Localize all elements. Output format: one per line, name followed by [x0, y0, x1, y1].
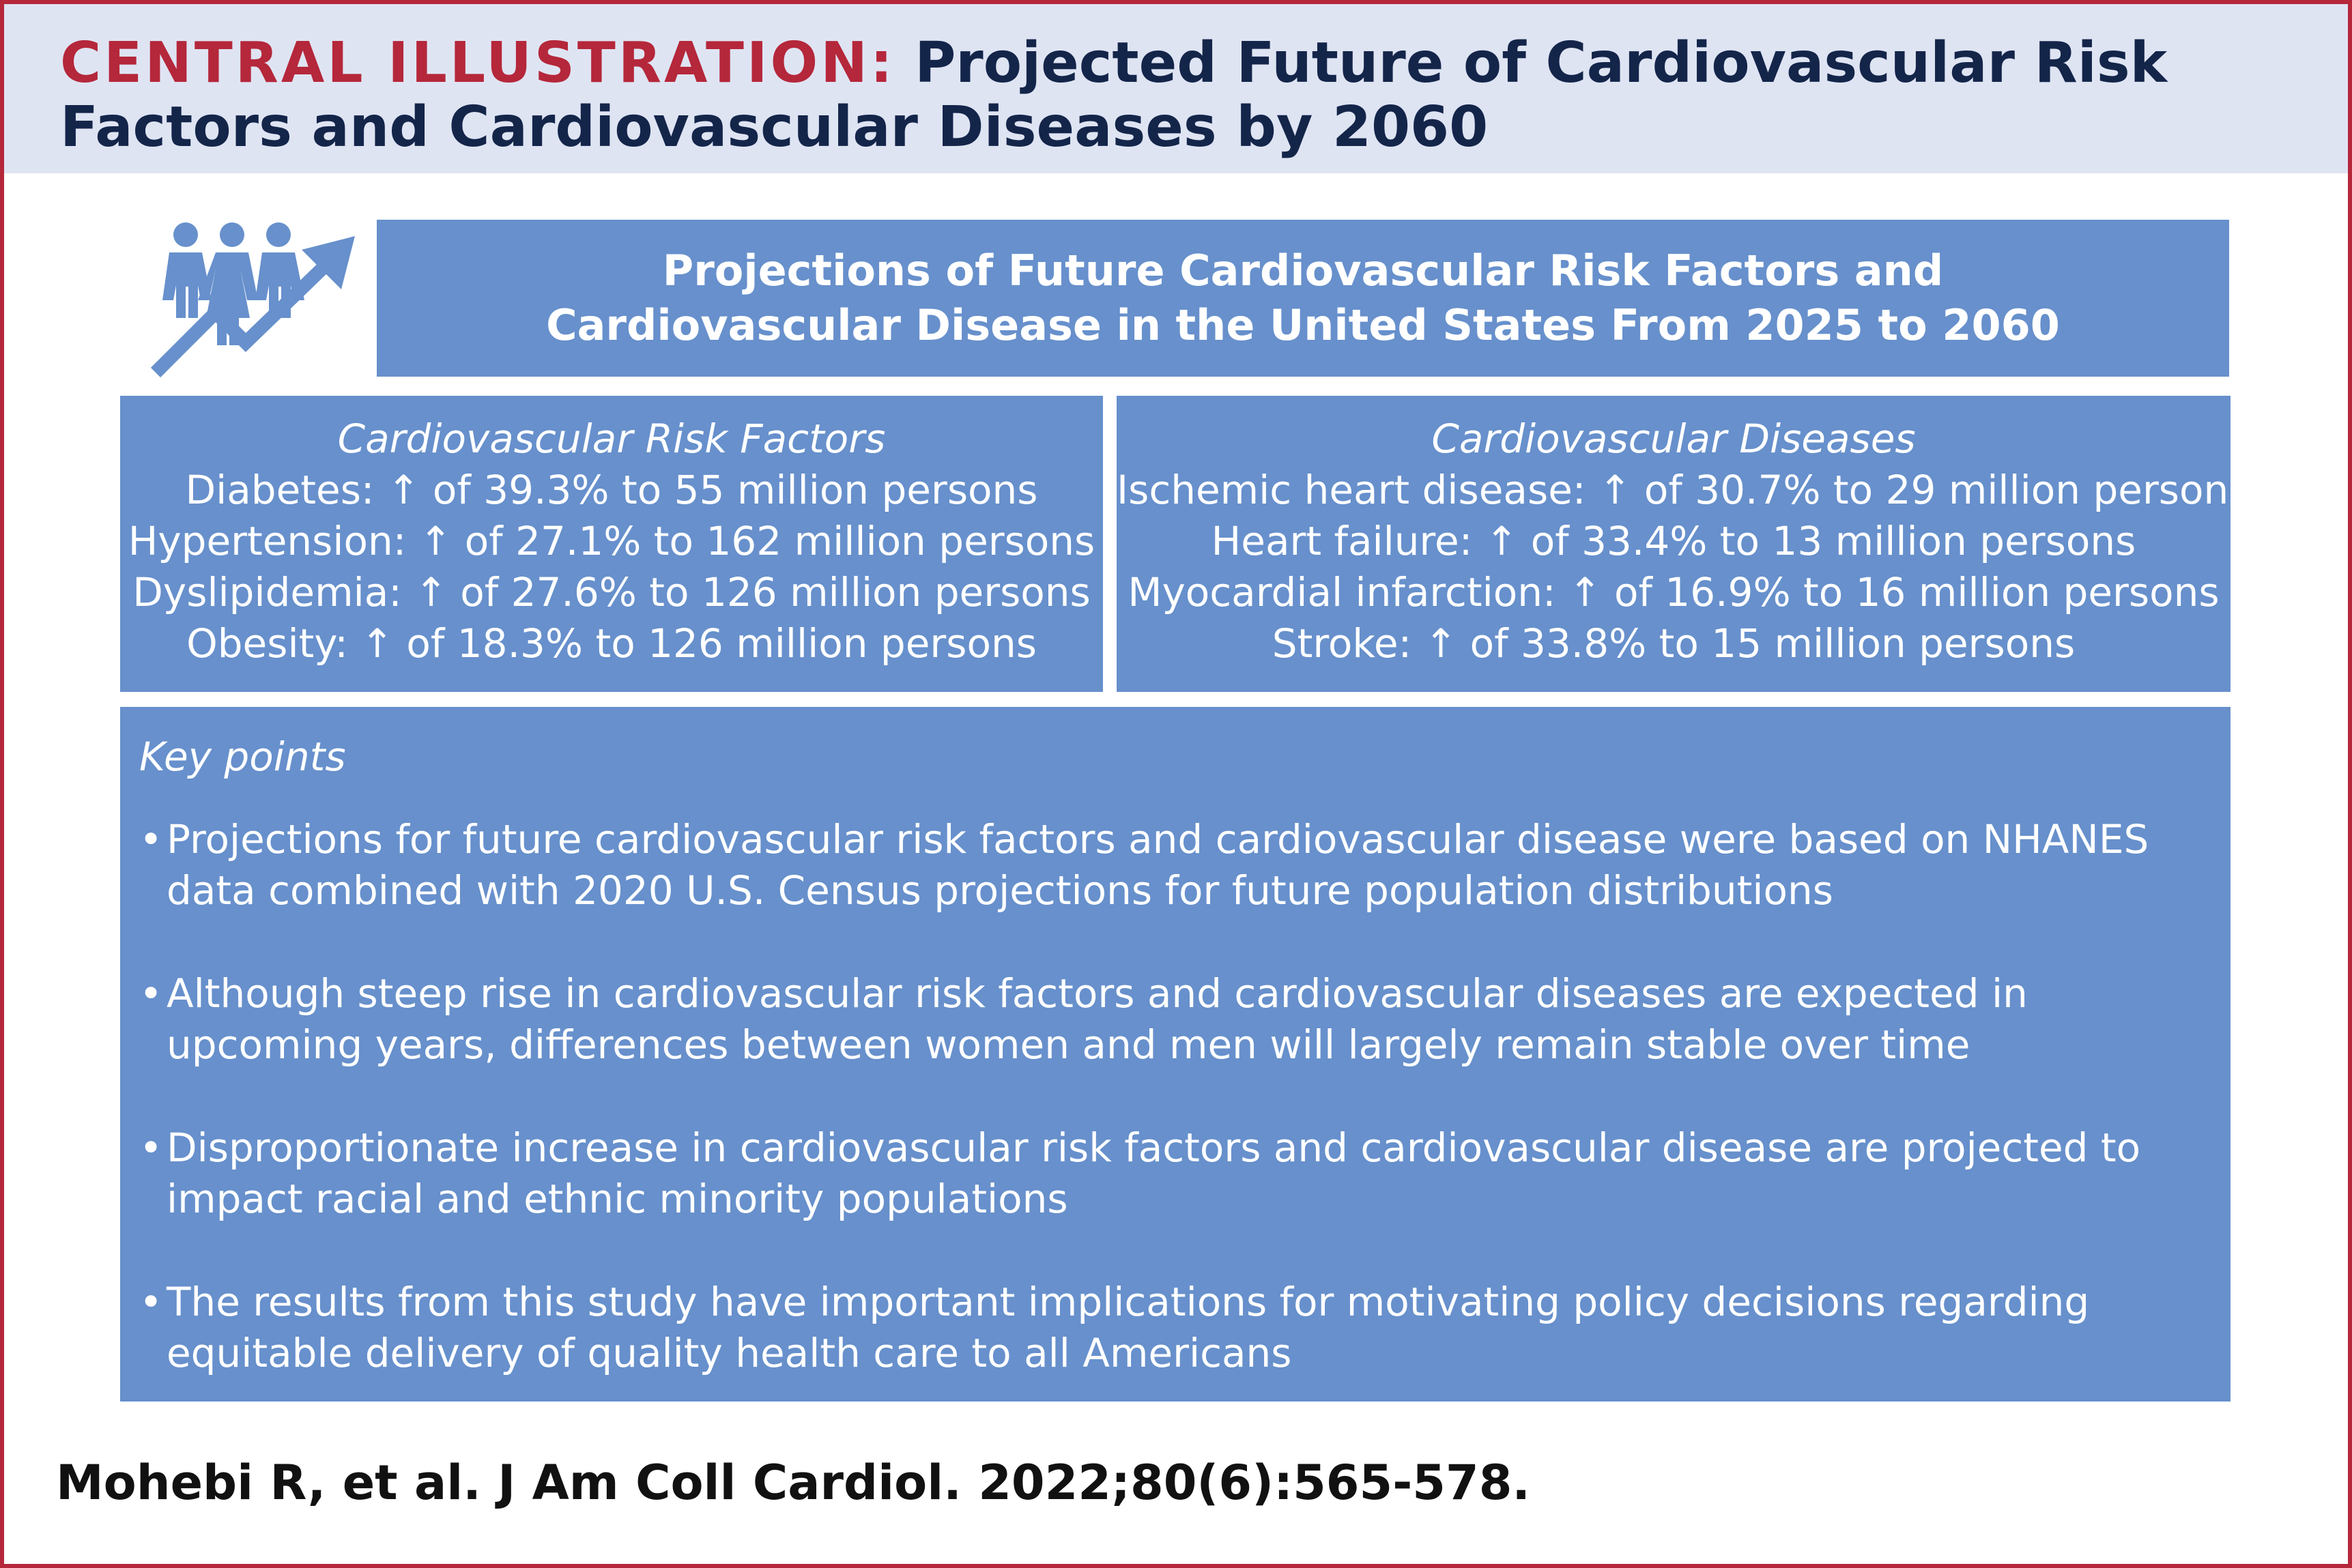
key-point: • Although steep rise in cardiovascular … — [139, 968, 2210, 1071]
key-point: • Disproportionate increase in cardiovas… — [139, 1122, 2210, 1225]
key-point-text: Disproportionate increase in cardiovascu… — [167, 1124, 2141, 1222]
bullet-marker: • — [139, 970, 163, 1017]
risk-factor-obesity: Obesity: ↑ of 18.3% to 126 million perso… — [186, 620, 1037, 667]
figure-label: CENTRAL ILLUSTRATION: — [60, 31, 895, 96]
risk-factor-diabetes: Diabetes: ↑ of 39.3% to 55 million perso… — [185, 467, 1038, 513]
disease-myocardial-infarction: Myocardial infarction: ↑ of 16.9% to 16 … — [1128, 569, 2220, 615]
bullet-marker: • — [139, 1124, 163, 1171]
key-points-heading: Key points — [139, 734, 346, 780]
key-point: • Projections for future cardiovascular … — [139, 814, 2210, 916]
projections-title-panel: Projections of Future Cardiovascular Ris… — [377, 220, 2229, 377]
risk-factors-heading: Cardiovascular Risk Factors — [337, 416, 886, 462]
key-point-text: The results from this study have importa… — [167, 1279, 2090, 1376]
figure-title: CENTRAL ILLUSTRATION: Projected Future o… — [60, 31, 2312, 160]
disease-ischemic-heart: Ischemic heart disease: ↑ of 30.7% to 29… — [1117, 467, 2250, 513]
projections-title-line-1: Projections of Future Cardiovascular Ris… — [662, 246, 1944, 295]
disease-heart-failure: Heart failure: ↑ of 33.4% to 13 million … — [1211, 518, 2136, 564]
growth-arrow-line — [150, 257, 334, 378]
people-growth-icon — [150, 222, 355, 378]
risk-factor-hypertension: Hypertension: ↑ of 27.1% to 162 million … — [128, 518, 1095, 564]
projections-title-line-2: Cardiovascular Disease in the United Sta… — [546, 300, 2060, 350]
disease-stroke: Stroke: ↑ of 33.8% to 15 million persons — [1272, 620, 2076, 667]
diseases-heading: Cardiovascular Diseases — [1431, 416, 1916, 462]
citation: Mohebi R, et al. J Am Coll Cardiol. 2022… — [56, 1455, 1530, 1511]
risk-factor-dyslipidemia: Dyslipidemia: ↑ of 27.6% to 126 million … — [132, 569, 1091, 615]
risk-factors-panel: Cardiovascular Risk Factors Diabetes: ↑ … — [120, 396, 1103, 692]
key-point: • The results from this study have impor… — [139, 1277, 2210, 1379]
bullet-marker: • — [139, 816, 163, 862]
key-point-text: Although steep rise in cardiovascular ri… — [167, 970, 2028, 1068]
header-band: CENTRAL ILLUSTRATION: Projected Future o… — [4, 4, 2348, 173]
people-figures — [162, 222, 304, 345]
bullet-marker: • — [139, 1279, 163, 1325]
figure-title-text: Projected Future of Cardiovascular Risk … — [60, 31, 2168, 160]
growth-arrow-head — [302, 236, 355, 289]
key-points-panel: Key points • Projections for future card… — [120, 707, 2231, 1402]
diseases-panel: Cardiovascular Diseases Ischemic heart d… — [1117, 396, 2250, 692]
key-point-text: Projections for future cardiovascular ri… — [167, 816, 2149, 914]
